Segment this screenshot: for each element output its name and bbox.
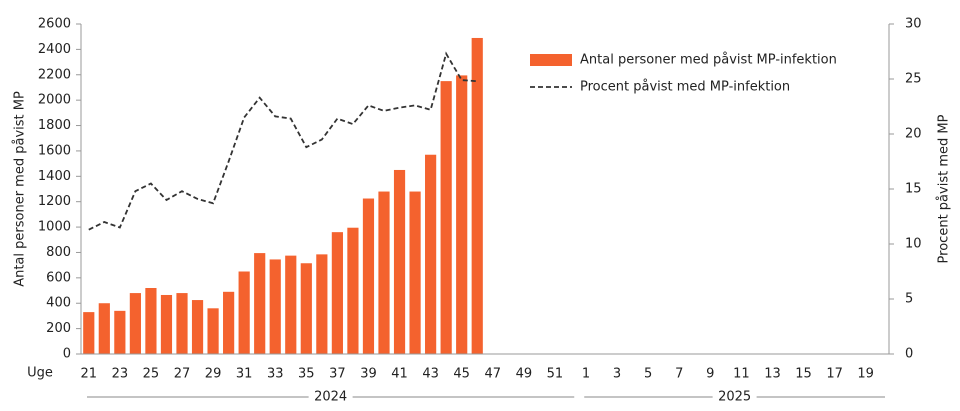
x-tick-label: 5 (644, 367, 652, 382)
x-tick-label: 39 (360, 367, 377, 382)
y-tick-label: 800 (46, 245, 71, 260)
bar (378, 191, 390, 354)
group-label-bg (712, 389, 757, 405)
bar (145, 288, 157, 354)
bar (300, 263, 312, 354)
y-tick-label: 2000 (38, 93, 71, 108)
y-tick-label: 0 (63, 347, 71, 362)
x-tick-label: 25 (143, 367, 160, 382)
y2-tick-label: 25 (905, 72, 922, 87)
y-tick-label: 1600 (38, 143, 71, 158)
bar (114, 310, 126, 354)
bar (316, 254, 328, 354)
x-tick-label: 17 (826, 367, 843, 382)
bar (254, 253, 266, 354)
y2-axis-label: Procent påvist med MP (937, 114, 952, 263)
bar (440, 81, 452, 354)
x-axis-label: Uge (27, 366, 53, 381)
bar (191, 300, 204, 354)
bar (269, 259, 281, 354)
y-tick-label: 1800 (38, 118, 71, 133)
bar (362, 198, 375, 354)
group-label-bg (308, 389, 353, 405)
bar (456, 75, 468, 355)
y2-tick-label: 5 (905, 292, 913, 307)
x-tick-label: 19 (857, 367, 874, 382)
x-tick-label: 27 (174, 367, 191, 382)
bar (207, 308, 219, 354)
x-tick-label: 3 (613, 367, 621, 382)
bar (393, 169, 406, 354)
y2-tick-label: 30 (905, 17, 922, 32)
x-tick-label: 41 (391, 367, 408, 382)
x-tick-label: 9 (706, 367, 714, 382)
y-tick-label: 2400 (38, 42, 71, 57)
y-tick-label: 1000 (38, 220, 71, 235)
x-tick-label: 31 (236, 367, 253, 382)
x-tick-label: 21 (80, 367, 97, 382)
bar (285, 255, 297, 354)
y-tick-label: 200 (46, 321, 71, 336)
x-tick-label: 15 (795, 367, 812, 382)
x-tick-label: 37 (329, 367, 346, 382)
bar (471, 37, 483, 354)
x-tick-label: 11 (733, 367, 750, 382)
y-tick-label: 2200 (38, 67, 71, 82)
y-tick-label: 2600 (38, 17, 71, 32)
y2-tick-label: 15 (905, 182, 922, 197)
legend-swatch (530, 54, 572, 66)
y2-tick-label: 0 (905, 347, 913, 362)
y-tick-label: 1400 (38, 169, 71, 184)
group-label: 2025 (718, 390, 751, 405)
legend-label: Antal personer med påvist MP-infektion (580, 53, 837, 68)
group-label: 2024 (314, 390, 347, 405)
x-tick-label: 33 (267, 367, 284, 382)
x-tick-label: 35 (298, 367, 315, 382)
bar (98, 303, 110, 354)
bar (425, 154, 437, 354)
bar (347, 227, 359, 354)
y-tick-label: 1200 (38, 194, 71, 209)
y-tick-label: 600 (46, 270, 71, 285)
x-tick-label: 43 (422, 367, 439, 382)
y2-tick-label: 20 (905, 127, 922, 142)
x-tick-label: 51 (547, 367, 564, 382)
x-tick-label: 29 (205, 367, 222, 382)
bar (83, 312, 95, 354)
x-tick-label: 13 (764, 367, 781, 382)
bar (223, 291, 235, 354)
bar (409, 191, 421, 354)
y2-tick-label: 10 (905, 237, 922, 252)
bar (176, 293, 188, 354)
bar (129, 293, 141, 354)
y-tick-label: 400 (46, 296, 71, 311)
line (88, 51, 478, 231)
x-tick-label: 49 (516, 367, 533, 382)
x-tick-label: 23 (112, 367, 129, 382)
x-tick-label: 1 (582, 367, 590, 382)
y-axis-label: Antal personer med påvist MP (13, 91, 28, 287)
x-tick-label: 47 (484, 367, 501, 382)
x-tick-label: 7 (675, 367, 683, 382)
legend-label: Procent påvist med MP-infektion (580, 80, 790, 95)
bar (331, 232, 343, 354)
bar (238, 271, 250, 354)
bar (160, 294, 173, 354)
x-tick-label: 45 (453, 367, 470, 382)
